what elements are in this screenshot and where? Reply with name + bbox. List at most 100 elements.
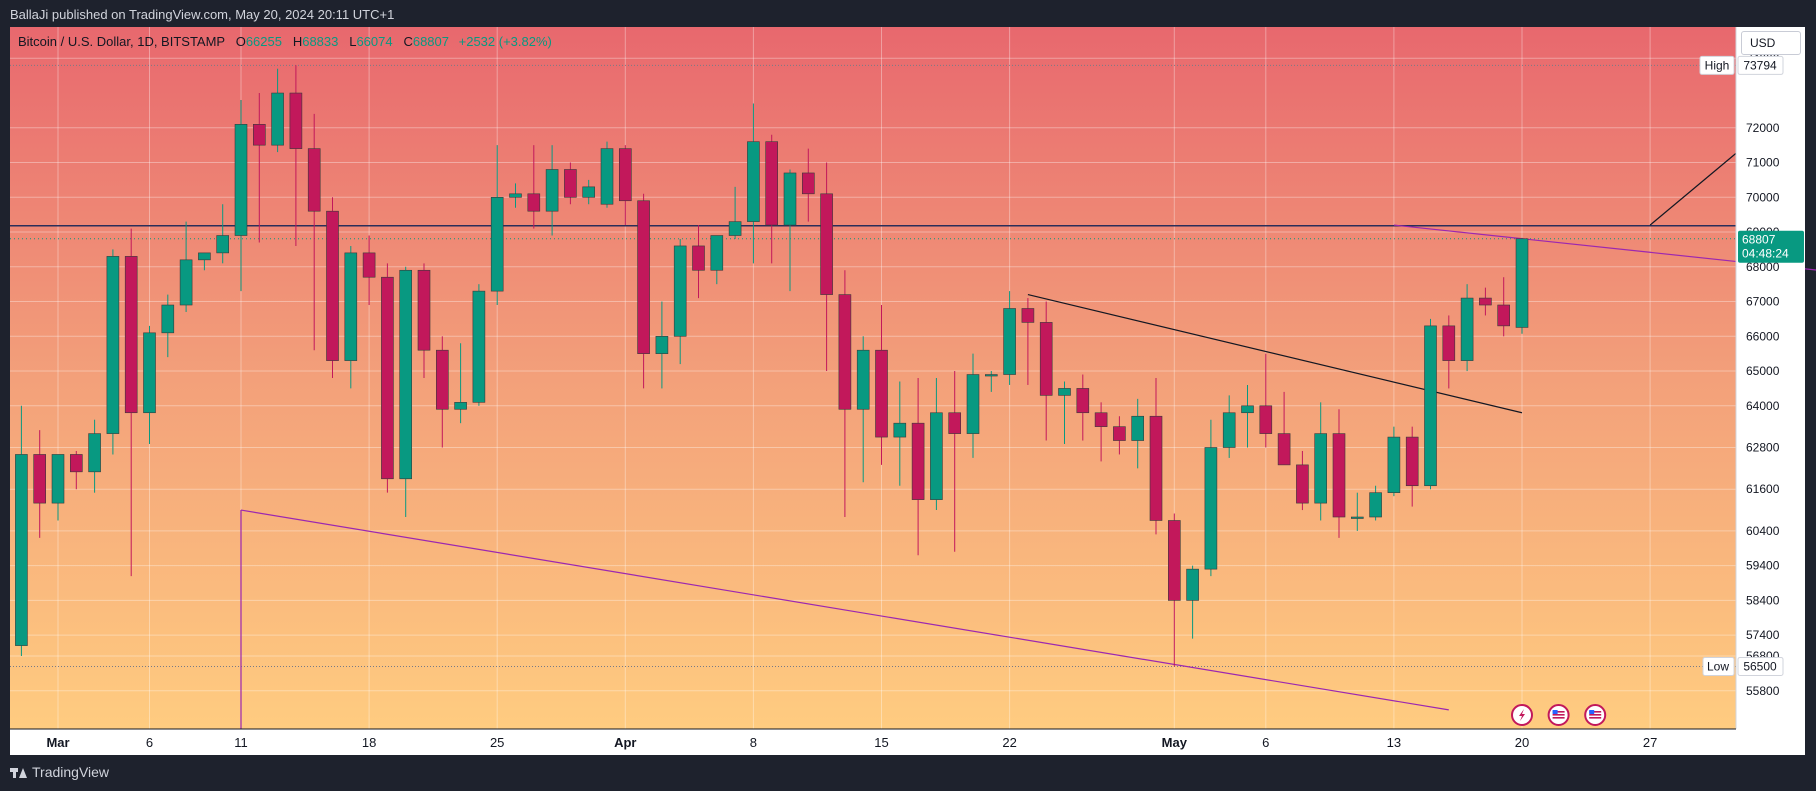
tradingview-icon <box>10 766 27 778</box>
candle <box>1094 402 1108 462</box>
candle-body <box>1113 426 1126 441</box>
price-tick-label: 64000 <box>1746 399 1780 413</box>
candle-body <box>692 245 705 271</box>
candle-body <box>399 269 413 480</box>
flag-canton <box>1589 710 1595 714</box>
candle <box>728 186 742 239</box>
candle <box>143 325 156 445</box>
high-label: H <box>292 34 303 49</box>
brand-name: TradingView <box>32 764 110 780</box>
candle-body <box>15 454 28 646</box>
last-price-value: 68807 <box>1742 233 1776 247</box>
candle <box>637 193 650 389</box>
candle <box>1131 398 1144 469</box>
candle <box>124 228 138 577</box>
high-price-value: 73794 <box>1743 58 1777 72</box>
time-tick-label: 15 <box>874 735 888 750</box>
resistance-trendline-black <box>1027 294 1523 414</box>
candle-body <box>33 454 47 504</box>
currency-button[interactable]: USD <box>1741 31 1801 55</box>
candle-body <box>1204 447 1218 570</box>
candle-body <box>509 193 522 198</box>
time-tick-label: 20 <box>1515 735 1529 750</box>
time-tick-label: 13 <box>1387 735 1401 750</box>
low-tag-bg <box>1702 656 1735 676</box>
event-icons[interactable] <box>1511 704 1607 726</box>
symbol-title[interactable]: Bitcoin / U.S. Dollar, 1D, BITSTAMP <box>18 34 225 49</box>
candle-body <box>1149 415 1163 521</box>
change-value: +2532 (+3.82%) <box>458 34 552 49</box>
high-value: 68833 <box>302 34 339 49</box>
price-tick-label: 66000 <box>1746 329 1780 343</box>
time-axis[interactable]: Mar 6 11 18 25 Apr 8 15 22 May 6 13 20 27 <box>10 728 1805 755</box>
candle <box>326 197 339 378</box>
candle <box>1479 287 1492 316</box>
candle-body <box>1369 492 1382 518</box>
candle <box>1039 301 1053 441</box>
candle <box>1442 315 1456 389</box>
price-tick-label: 55800 <box>1746 684 1780 698</box>
candle-body <box>545 169 559 212</box>
candle-body <box>1076 388 1090 414</box>
time-axis-bg <box>10 729 1805 755</box>
candle <box>472 284 486 406</box>
price-tick-label: 71000 <box>1746 156 1780 170</box>
candle <box>435 336 449 448</box>
candle-body <box>1039 322 1053 396</box>
time-tick-label: 6 <box>1262 735 1269 750</box>
candle <box>344 245 358 389</box>
candle-body <box>88 433 101 473</box>
time-tick-label: May <box>1162 735 1188 750</box>
candle-body <box>1058 388 1071 396</box>
candle-body <box>1442 325 1456 361</box>
candle-body <box>472 290 486 403</box>
candle-body <box>70 454 83 473</box>
candle <box>234 99 248 292</box>
candle-body <box>747 141 760 222</box>
candle-body <box>381 276 394 480</box>
candle-body <box>51 454 65 504</box>
candle <box>161 294 175 358</box>
candle <box>417 263 431 378</box>
candle <box>783 169 797 292</box>
candle <box>948 371 962 552</box>
candle-body <box>344 252 358 361</box>
candle <box>179 221 193 312</box>
candle-body <box>930 412 943 500</box>
tradingview-logo[interactable]: TradingView <box>10 764 109 780</box>
candle-body <box>1241 405 1254 414</box>
price-axis-bg <box>1736 27 1805 755</box>
candle <box>582 179 596 205</box>
price-axis[interactable]: 5580056800574005840059400604006160062800… <box>1735 27 1805 755</box>
candle-body <box>564 169 577 198</box>
candle-body <box>326 210 339 361</box>
candle-body <box>1003 308 1016 375</box>
candle <box>930 378 943 511</box>
plot-background <box>10 27 1736 729</box>
candle-body <box>1168 520 1181 601</box>
grid <box>10 27 1736 729</box>
candle <box>216 204 229 264</box>
candle <box>88 419 101 493</box>
chart-legend: Bitcoin / U.S. Dollar, 1D, BITSTAMP O662… <box>18 34 552 49</box>
us-flag-event-icon-1 <box>1547 704 1570 726</box>
flag-canton <box>1552 710 1558 714</box>
candle <box>1241 384 1254 448</box>
flag-stripe <box>1552 717 1565 719</box>
candle-body <box>106 256 120 434</box>
price-tick-label: 70000 <box>1746 190 1780 204</box>
candle <box>545 145 559 236</box>
candle <box>490 145 504 306</box>
candle-body <box>362 252 376 278</box>
candle-body <box>801 172 815 195</box>
candle <box>1149 378 1163 535</box>
candle <box>673 238 687 365</box>
time-tick-label: 6 <box>146 735 153 750</box>
candle-body <box>856 349 870 410</box>
flag-stripe <box>1552 714 1565 716</box>
candle-body <box>435 349 449 410</box>
candle <box>1058 381 1071 445</box>
last-price-tag <box>1738 230 1804 263</box>
